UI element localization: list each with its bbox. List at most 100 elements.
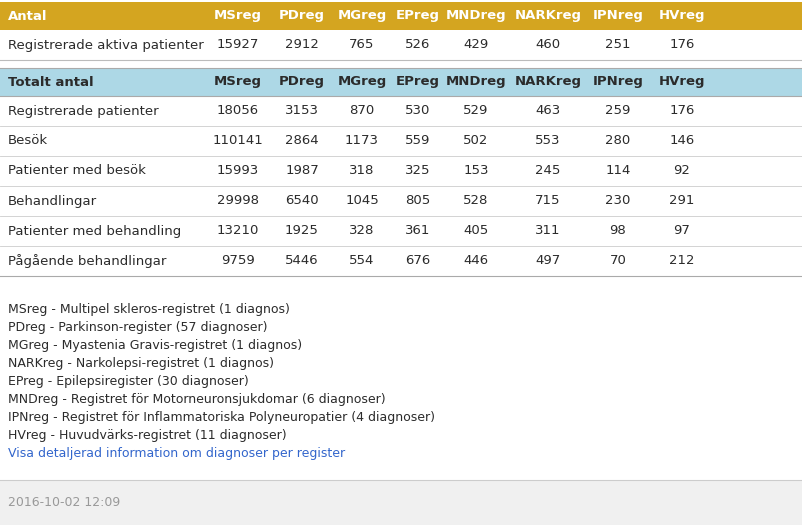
Bar <box>0 2 802 30</box>
Text: 325: 325 <box>405 164 431 177</box>
Text: EPreg - Epilepsiregister (30 diagnoser): EPreg - Epilepsiregister (30 diagnoser) <box>8 374 249 387</box>
Text: Visa detaljerad information om diagnoser per register: Visa detaljerad information om diagnoser… <box>8 446 345 459</box>
Text: 1173: 1173 <box>345 134 379 148</box>
Text: 110141: 110141 <box>213 134 263 148</box>
Text: 212: 212 <box>669 255 695 268</box>
Text: Besök: Besök <box>8 134 48 148</box>
Text: 502: 502 <box>464 134 488 148</box>
Bar <box>0 126 802 156</box>
Text: 291: 291 <box>670 194 695 207</box>
Bar <box>0 246 802 276</box>
Text: PDreg: PDreg <box>279 76 325 89</box>
Text: NARKreg: NARKreg <box>515 9 581 23</box>
Text: 146: 146 <box>670 134 695 148</box>
Text: 765: 765 <box>350 38 375 51</box>
Text: 715: 715 <box>535 194 561 207</box>
Text: IPNreg: IPNreg <box>593 9 643 23</box>
Text: 15927: 15927 <box>217 38 259 51</box>
Bar <box>0 60 802 68</box>
Bar <box>0 216 802 246</box>
Text: MGreg - Myastenia Gravis-registret (1 diagnos): MGreg - Myastenia Gravis-registret (1 di… <box>8 339 302 352</box>
Text: 70: 70 <box>610 255 626 268</box>
Text: 553: 553 <box>535 134 561 148</box>
Text: 497: 497 <box>536 255 561 268</box>
Bar <box>0 156 802 186</box>
Text: 463: 463 <box>536 104 561 118</box>
Text: 528: 528 <box>464 194 488 207</box>
Text: 29998: 29998 <box>217 194 259 207</box>
Text: 311: 311 <box>535 225 561 237</box>
Text: PDreg: PDreg <box>279 9 325 23</box>
Text: 1045: 1045 <box>345 194 379 207</box>
Text: 18056: 18056 <box>217 104 259 118</box>
Text: 5446: 5446 <box>286 255 319 268</box>
Text: MSreg: MSreg <box>214 76 262 89</box>
Text: EPreg: EPreg <box>396 9 440 23</box>
Text: Behandlingar: Behandlingar <box>8 194 97 207</box>
Text: 2016-10-02 12:09: 2016-10-02 12:09 <box>8 496 120 509</box>
Text: Totalt antal: Totalt antal <box>8 76 94 89</box>
Text: HVreg - Huvudvärks-registret (11 diagnoser): HVreg - Huvudvärks-registret (11 diagnos… <box>8 428 286 442</box>
Text: PDreg - Parkinson-register (57 diagnoser): PDreg - Parkinson-register (57 diagnoser… <box>8 320 268 333</box>
Text: 559: 559 <box>405 134 431 148</box>
Text: 530: 530 <box>405 104 431 118</box>
Text: 251: 251 <box>606 38 630 51</box>
Text: 2912: 2912 <box>285 38 319 51</box>
Text: 92: 92 <box>674 164 691 177</box>
Text: 153: 153 <box>464 164 488 177</box>
Text: MGreg: MGreg <box>338 76 387 89</box>
Text: 1987: 1987 <box>286 164 319 177</box>
Text: 97: 97 <box>674 225 691 237</box>
Text: EPreg: EPreg <box>396 76 440 89</box>
Bar <box>0 30 802 60</box>
Text: HVreg: HVreg <box>658 9 705 23</box>
Text: 805: 805 <box>405 194 431 207</box>
Bar <box>0 480 802 525</box>
Text: 446: 446 <box>464 255 488 268</box>
Text: NARKreg: NARKreg <box>515 76 581 89</box>
Text: 280: 280 <box>606 134 630 148</box>
Text: 13210: 13210 <box>217 225 259 237</box>
Text: 3153: 3153 <box>285 104 319 118</box>
Text: 405: 405 <box>464 225 488 237</box>
Text: 245: 245 <box>535 164 561 177</box>
Bar <box>0 68 802 96</box>
Text: 15993: 15993 <box>217 164 259 177</box>
Text: Patienter med behandling: Patienter med behandling <box>8 225 181 237</box>
Text: 676: 676 <box>405 255 431 268</box>
Text: 328: 328 <box>350 225 375 237</box>
Text: 2864: 2864 <box>286 134 319 148</box>
Text: Antal: Antal <box>8 9 47 23</box>
Text: IPNreg: IPNreg <box>593 76 643 89</box>
Text: 230: 230 <box>606 194 630 207</box>
Text: MNDreg: MNDreg <box>446 9 506 23</box>
Text: Pågående behandlingar: Pågående behandlingar <box>8 254 166 268</box>
Text: Registrerade patienter: Registrerade patienter <box>8 104 159 118</box>
Text: 114: 114 <box>606 164 630 177</box>
Text: 460: 460 <box>536 38 561 51</box>
Text: 259: 259 <box>606 104 630 118</box>
Text: HVreg: HVreg <box>658 76 705 89</box>
Text: 529: 529 <box>464 104 488 118</box>
Text: 318: 318 <box>350 164 375 177</box>
Text: 98: 98 <box>610 225 626 237</box>
Text: IPNreg - Registret för Inflammatoriska Polyneuropatier (4 diagnoser): IPNreg - Registret för Inflammatoriska P… <box>8 411 435 424</box>
Text: Registrerade aktiva patienter: Registrerade aktiva patienter <box>8 38 204 51</box>
Text: 361: 361 <box>405 225 431 237</box>
Text: 526: 526 <box>405 38 431 51</box>
Text: Patienter med besök: Patienter med besök <box>8 164 146 177</box>
Text: MGreg: MGreg <box>338 9 387 23</box>
Text: MNDreg - Registret för Motorneuronsjukdomar (6 diagnoser): MNDreg - Registret för Motorneuronsjukdo… <box>8 393 386 405</box>
Text: 176: 176 <box>670 38 695 51</box>
Text: 6540: 6540 <box>286 194 319 207</box>
Text: 429: 429 <box>464 38 488 51</box>
Text: 1925: 1925 <box>285 225 319 237</box>
Text: 9759: 9759 <box>221 255 255 268</box>
Text: 176: 176 <box>670 104 695 118</box>
Text: 554: 554 <box>350 255 375 268</box>
Text: NARKreg - Narkolepsi-registret (1 diagnos): NARKreg - Narkolepsi-registret (1 diagno… <box>8 356 274 370</box>
Text: 870: 870 <box>350 104 375 118</box>
Text: MSreg - Multipel skleros-registret (1 diagnos): MSreg - Multipel skleros-registret (1 di… <box>8 302 290 316</box>
Text: MNDreg: MNDreg <box>446 76 506 89</box>
Text: MSreg: MSreg <box>214 9 262 23</box>
